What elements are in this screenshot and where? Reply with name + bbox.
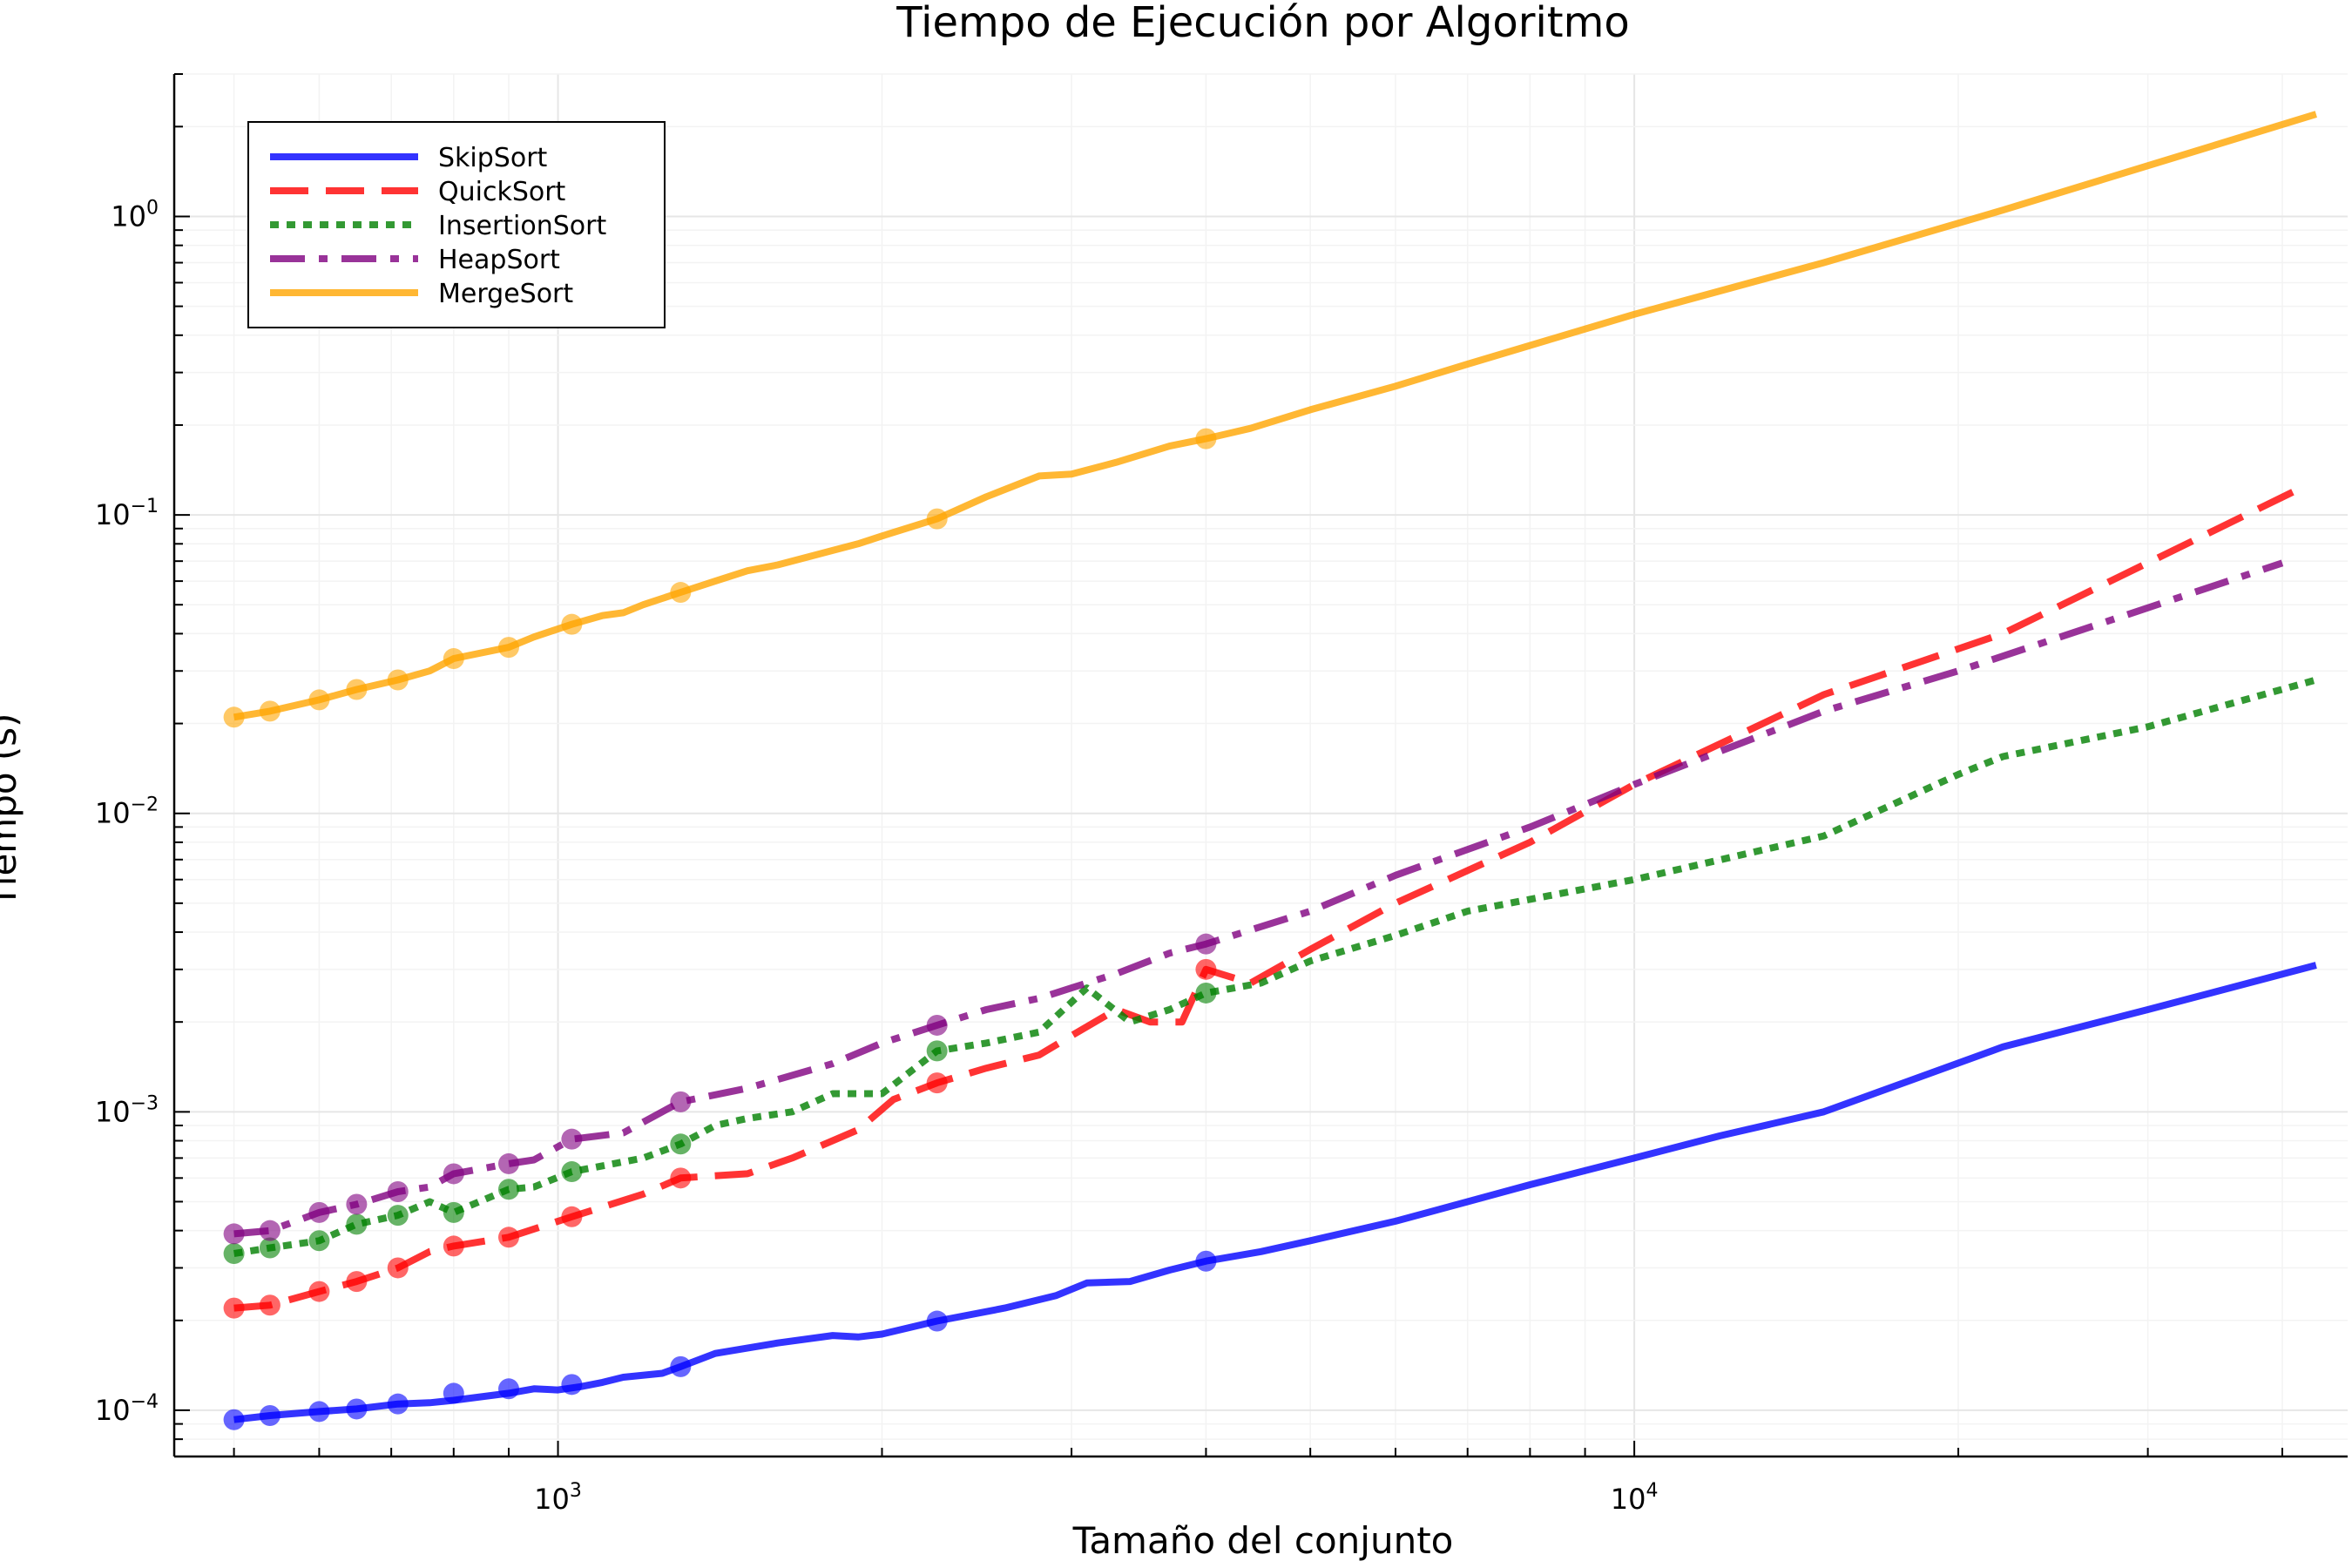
data-point-insertionsort bbox=[498, 1179, 520, 1200]
data-point-insertionsort bbox=[443, 1201, 464, 1223]
series-layer bbox=[223, 111, 2317, 1430]
data-point-quicksort bbox=[443, 1235, 464, 1257]
data-point-heapsort bbox=[670, 1091, 692, 1112]
series-mergesort bbox=[223, 111, 2317, 728]
data-point-insertionsort bbox=[346, 1213, 368, 1235]
y-tick-label: 10−1 bbox=[95, 496, 159, 531]
series-line-quicksort bbox=[233, 483, 2307, 1312]
series-quicksort bbox=[223, 483, 2307, 1319]
series-line-skipsort bbox=[233, 962, 2317, 1423]
data-point-quicksort bbox=[561, 1206, 583, 1227]
data-point-heapsort bbox=[308, 1201, 330, 1223]
series-line-insertionsort bbox=[233, 676, 2317, 1257]
series-insertionsort bbox=[223, 676, 2317, 1265]
axes bbox=[172, 74, 2348, 1458]
x-tick-label: 104 bbox=[1611, 1480, 1659, 1516]
data-point-skipsort bbox=[308, 1401, 330, 1423]
data-point-insertionsort bbox=[308, 1230, 330, 1252]
data-point-insertionsort bbox=[926, 1040, 948, 1062]
y-tick-label: 10−4 bbox=[95, 1391, 159, 1427]
data-point-skipsort bbox=[443, 1382, 464, 1404]
data-point-quicksort bbox=[259, 1294, 280, 1316]
legend: SkipSort QuickSort InsertionSort HeapSort Me… bbox=[247, 121, 666, 328]
data-point-quicksort bbox=[1195, 958, 1217, 980]
data-point-insertionsort bbox=[223, 1243, 245, 1265]
data-point-mergesort bbox=[1195, 428, 1217, 449]
data-point-skipsort bbox=[561, 1374, 583, 1396]
data-point-mergesort bbox=[346, 679, 368, 700]
x-ticks: 103 104 bbox=[233, 1441, 2284, 1516]
data-point-mergesort bbox=[308, 689, 330, 711]
data-point-mergesort bbox=[670, 582, 692, 604]
data-point-mergesort bbox=[926, 508, 948, 530]
data-point-skipsort bbox=[926, 1310, 948, 1332]
legend-label: InsertionSort bbox=[438, 211, 606, 241]
data-point-skipsort bbox=[387, 1393, 409, 1415]
data-point-quicksort bbox=[223, 1297, 245, 1319]
data-point-heapsort bbox=[223, 1223, 245, 1245]
x-tick-label: 103 bbox=[534, 1480, 582, 1516]
legend-label: SkipSort bbox=[438, 143, 548, 173]
data-point-mergesort bbox=[498, 637, 520, 659]
data-point-mergesort bbox=[561, 613, 583, 635]
data-point-quicksort bbox=[387, 1257, 409, 1279]
y-tick-label: 10−2 bbox=[95, 794, 159, 830]
y-tick-label: 100 bbox=[111, 197, 159, 233]
series-line-heapsort bbox=[233, 559, 2284, 1238]
y-axis-label: Tiempo (s) bbox=[0, 713, 24, 908]
data-point-heapsort bbox=[926, 1014, 948, 1036]
data-point-skipsort bbox=[223, 1409, 245, 1430]
data-point-quicksort bbox=[346, 1271, 368, 1293]
data-point-skipsort bbox=[670, 1355, 692, 1377]
series-skipsort bbox=[223, 962, 2317, 1430]
data-point-heapsort bbox=[561, 1128, 583, 1150]
series-heapsort bbox=[223, 559, 2284, 1245]
data-point-insertionsort bbox=[259, 1237, 280, 1259]
data-point-heapsort bbox=[387, 1180, 409, 1202]
data-point-heapsort bbox=[498, 1152, 520, 1174]
data-point-insertionsort bbox=[561, 1161, 583, 1183]
x-axis-label: Tamaño del conjunto bbox=[1072, 1519, 1454, 1562]
data-point-mergesort bbox=[259, 700, 280, 722]
y-ticks: 10−4 10−3 10−2 10−1 100 bbox=[95, 73, 190, 1457]
legend-label: QuickSort bbox=[438, 177, 566, 207]
legend-label: MergeSort bbox=[438, 279, 573, 309]
data-point-heapsort bbox=[346, 1193, 368, 1215]
data-point-mergesort bbox=[443, 648, 464, 670]
data-point-insertionsort bbox=[387, 1205, 409, 1227]
y-tick-label: 10−3 bbox=[95, 1092, 159, 1128]
data-point-skipsort bbox=[1195, 1250, 1217, 1272]
data-point-heapsort bbox=[259, 1220, 280, 1241]
data-point-mergesort bbox=[387, 669, 409, 691]
data-point-quicksort bbox=[670, 1167, 692, 1189]
data-point-insertionsort bbox=[670, 1133, 692, 1155]
legend-label: HeapSort bbox=[438, 245, 560, 275]
data-point-skipsort bbox=[498, 1378, 520, 1400]
data-point-quicksort bbox=[308, 1281, 330, 1302]
data-point-quicksort bbox=[926, 1072, 948, 1094]
data-point-mergesort bbox=[223, 706, 245, 728]
chart-title: Tiempo de Ejecución por Algoritmo bbox=[896, 0, 1629, 47]
data-point-quicksort bbox=[498, 1227, 520, 1248]
data-point-heapsort bbox=[443, 1163, 464, 1185]
data-point-skipsort bbox=[346, 1398, 368, 1420]
data-point-heapsort bbox=[1195, 933, 1217, 955]
data-point-insertionsort bbox=[1195, 982, 1217, 1004]
data-point-skipsort bbox=[259, 1405, 280, 1427]
